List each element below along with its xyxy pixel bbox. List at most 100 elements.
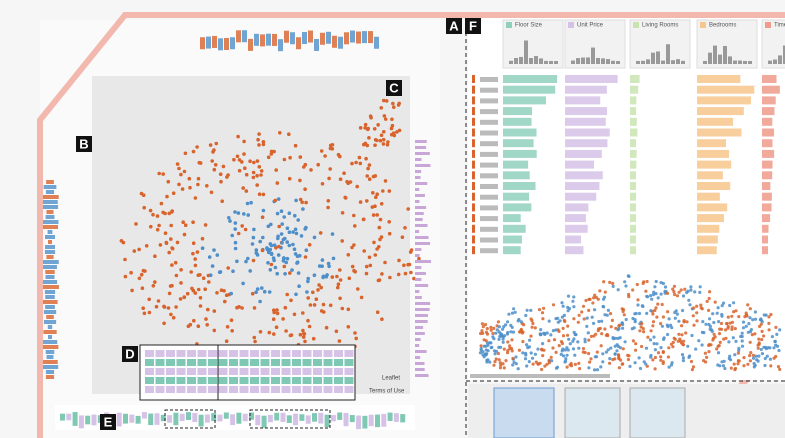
point bbox=[531, 322, 534, 325]
point bbox=[774, 355, 777, 358]
cell bbox=[208, 350, 217, 357]
point bbox=[675, 309, 678, 312]
point bbox=[160, 202, 164, 206]
point bbox=[397, 273, 401, 277]
point bbox=[124, 275, 128, 279]
point bbox=[379, 139, 383, 143]
point bbox=[760, 348, 763, 351]
glyph bbox=[46, 210, 53, 214]
point bbox=[257, 143, 261, 147]
point bbox=[750, 328, 753, 331]
histogram-bar bbox=[651, 53, 655, 64]
point bbox=[749, 341, 752, 344]
cell bbox=[156, 359, 165, 366]
glyph bbox=[45, 270, 55, 274]
point bbox=[556, 317, 559, 320]
point bbox=[358, 156, 362, 160]
point bbox=[732, 301, 735, 304]
point bbox=[556, 366, 559, 369]
point bbox=[582, 305, 585, 308]
point bbox=[709, 343, 712, 346]
point bbox=[191, 220, 195, 224]
point bbox=[254, 290, 258, 294]
point bbox=[342, 171, 346, 175]
glyph bbox=[415, 308, 430, 311]
histogram-bar bbox=[519, 57, 523, 64]
glyph bbox=[415, 338, 421, 341]
glyph bbox=[224, 38, 229, 50]
point bbox=[120, 239, 124, 243]
point bbox=[306, 296, 310, 300]
table-bar bbox=[503, 246, 521, 254]
point bbox=[177, 167, 181, 171]
point bbox=[680, 333, 683, 336]
glyph bbox=[415, 152, 430, 155]
row-label bbox=[480, 163, 498, 168]
point bbox=[619, 359, 622, 362]
table-bar bbox=[565, 182, 599, 190]
point bbox=[222, 289, 226, 293]
point bbox=[627, 274, 630, 277]
point bbox=[338, 339, 342, 343]
point bbox=[374, 253, 378, 257]
map-terms: Terms of Use bbox=[369, 389, 405, 395]
glyph bbox=[415, 230, 419, 233]
point bbox=[673, 293, 676, 296]
point bbox=[646, 336, 649, 339]
point bbox=[757, 360, 760, 363]
cell bbox=[324, 386, 333, 393]
glyph bbox=[248, 39, 253, 51]
point bbox=[754, 310, 757, 313]
glyph bbox=[415, 266, 421, 269]
point bbox=[774, 326, 777, 329]
cell bbox=[177, 359, 186, 366]
point bbox=[541, 354, 544, 357]
label: A bbox=[449, 18, 459, 33]
point bbox=[766, 355, 769, 358]
row-marker bbox=[472, 139, 475, 147]
cell bbox=[219, 350, 228, 357]
point bbox=[702, 359, 705, 362]
point bbox=[373, 204, 377, 208]
point bbox=[642, 330, 645, 333]
glyph bbox=[254, 34, 259, 46]
point bbox=[305, 290, 309, 294]
cell bbox=[324, 359, 333, 366]
row-marker bbox=[472, 107, 475, 115]
point bbox=[327, 199, 331, 203]
point bbox=[138, 277, 142, 281]
point bbox=[761, 320, 764, 323]
point bbox=[245, 173, 249, 177]
histogram-bar bbox=[554, 61, 558, 64]
point bbox=[288, 156, 292, 160]
table-bar bbox=[565, 203, 588, 211]
bar bbox=[281, 413, 286, 422]
point bbox=[157, 299, 161, 303]
point bbox=[625, 318, 628, 321]
point bbox=[653, 342, 656, 345]
bar bbox=[117, 413, 122, 427]
point bbox=[693, 290, 696, 293]
point bbox=[636, 298, 639, 301]
row-label bbox=[480, 131, 498, 136]
point bbox=[649, 294, 652, 297]
point bbox=[294, 228, 298, 232]
point bbox=[171, 247, 175, 251]
table-bar bbox=[565, 107, 607, 115]
glyph bbox=[415, 248, 421, 251]
table-bar bbox=[565, 75, 618, 83]
point bbox=[170, 284, 174, 288]
point bbox=[229, 292, 233, 296]
point bbox=[282, 256, 286, 260]
point bbox=[179, 281, 183, 285]
point bbox=[567, 338, 570, 341]
glyph bbox=[41, 285, 59, 289]
cell bbox=[334, 368, 343, 375]
point bbox=[621, 363, 624, 366]
point bbox=[560, 301, 563, 304]
histogram-bar bbox=[539, 58, 543, 64]
point bbox=[600, 320, 603, 323]
point bbox=[699, 285, 702, 288]
point bbox=[631, 327, 634, 330]
point bbox=[529, 335, 532, 338]
